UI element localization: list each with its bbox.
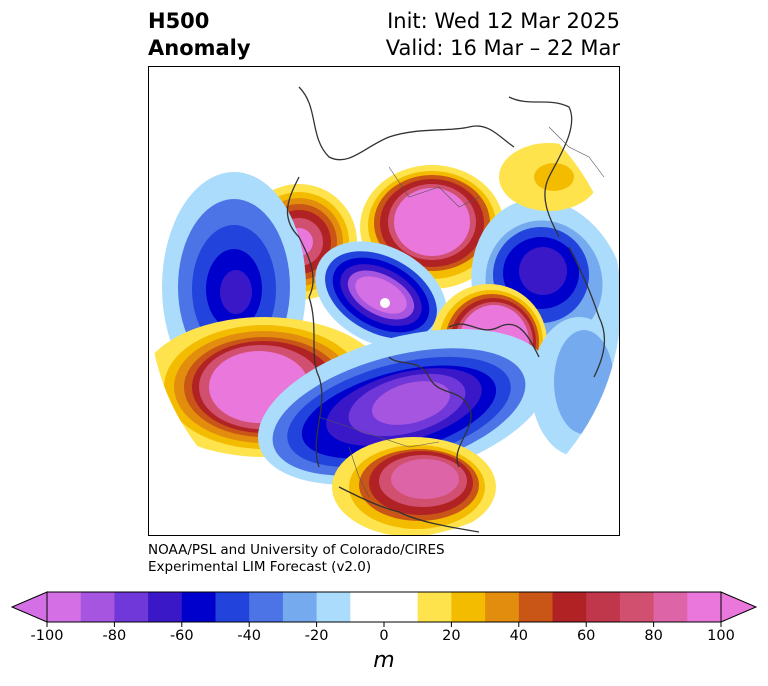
colorbar-segment bbox=[451, 592, 486, 622]
colorbar-segment bbox=[384, 592, 419, 622]
colorbar bbox=[10, 591, 758, 627]
colorbar-segment bbox=[552, 592, 587, 622]
anomaly-arctic-trough bbox=[315, 241, 447, 349]
colorbar-segment bbox=[485, 592, 520, 622]
contour-fill bbox=[149, 143, 619, 535]
colorbar-segment bbox=[350, 592, 385, 622]
colorbar-extend-high bbox=[720, 591, 758, 623]
colorbar-segment bbox=[148, 592, 183, 622]
colorbar-extend-low bbox=[10, 591, 48, 623]
colorbar-segment bbox=[417, 592, 452, 622]
colorbar-segment bbox=[47, 592, 82, 622]
credit-line-1: NOAA/PSL and University of Colorado/CIRE… bbox=[148, 542, 445, 558]
colorbar-segment bbox=[316, 592, 351, 622]
title-line-1: H500 bbox=[148, 9, 210, 33]
colorbar-tick-label: -80 bbox=[102, 628, 127, 644]
colorbar-segment bbox=[114, 592, 149, 622]
colorbar-segment bbox=[653, 592, 688, 622]
colorbar-tick-label: -40 bbox=[237, 628, 262, 644]
borders bbox=[318, 126, 605, 498]
map-title: H500 Anomaly bbox=[148, 8, 251, 62]
colorbar-tick-label: -60 bbox=[169, 628, 194, 644]
colorbar-tick-label: 0 bbox=[379, 628, 389, 644]
colorbar-tick-label: 100 bbox=[707, 628, 735, 644]
anomaly-map bbox=[148, 66, 620, 536]
coastlines bbox=[286, 86, 606, 533]
anomaly-north-america-trough bbox=[257, 329, 551, 485]
colorbar-segment bbox=[619, 592, 655, 622]
valid-range: Valid: 16 Mar – 22 Mar bbox=[385, 36, 620, 60]
colorbar-segment bbox=[215, 592, 250, 622]
colorbar-segment bbox=[282, 592, 318, 622]
forecast-info: Init: Wed 12 Mar 2025 Valid: 16 Mar – 22… bbox=[386, 8, 620, 62]
credit-line-2: Experimental LIM Forecast (v2.0) bbox=[148, 559, 372, 575]
colorbar-tick-label: 20 bbox=[442, 628, 461, 644]
colorbar-units: m bbox=[373, 648, 395, 673]
colorbar-segment bbox=[586, 592, 621, 622]
colorbar-tick-label: 80 bbox=[644, 628, 663, 644]
colorbar-segment bbox=[80, 592, 115, 622]
colorbar-tick-label: 60 bbox=[576, 628, 596, 644]
title-line-2: Anomaly bbox=[148, 36, 251, 60]
colorbar-segment bbox=[687, 592, 722, 622]
credit: NOAA/PSL and University of Colorado/CIRE… bbox=[148, 542, 445, 576]
colorbar-tick-label: -100 bbox=[30, 628, 64, 644]
colorbar-segment bbox=[249, 592, 284, 622]
colorbar-tick-label: 40 bbox=[509, 628, 529, 644]
init-date: Init: Wed 12 Mar 2025 bbox=[387, 9, 620, 33]
colorbar-tick-label: -20 bbox=[304, 628, 329, 644]
colorbar-segment bbox=[518, 592, 553, 622]
map-svg bbox=[149, 86, 619, 535]
anomaly-southeast-us-ridge bbox=[332, 437, 496, 535]
colorbar-segment bbox=[181, 592, 216, 622]
